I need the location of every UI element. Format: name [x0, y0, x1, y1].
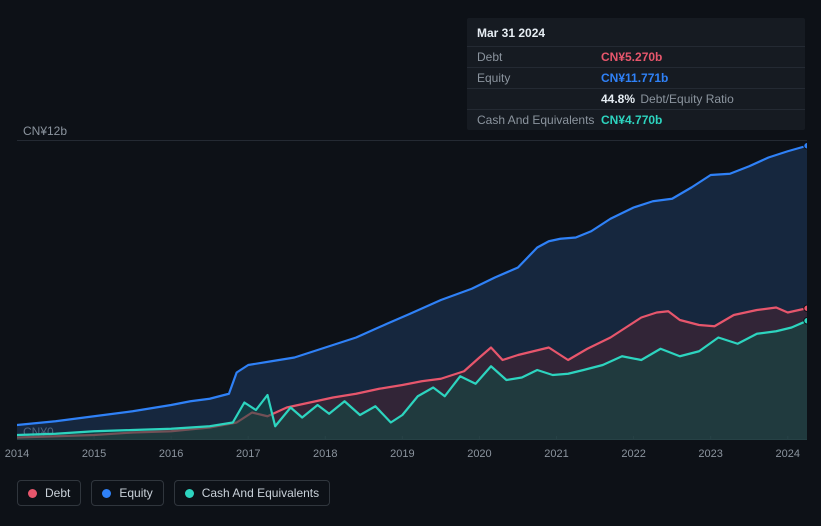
x-tick: 2017 — [236, 448, 260, 460]
tooltip-label: Cash And Equivalents — [477, 113, 601, 127]
tooltip-value: CN¥5.270b — [601, 50, 662, 64]
tooltip-row-ratio: 44.8% Debt/Equity Ratio — [467, 88, 805, 109]
x-tick: 2021 — [544, 448, 568, 460]
tooltip-row-debt: Debt CN¥5.270b — [467, 46, 805, 67]
line-chart[interactable] — [17, 140, 807, 440]
tooltip-date: Mar 31 2024 — [467, 24, 805, 46]
legend-item-cash[interactable]: Cash And Equivalents — [174, 480, 330, 506]
x-tick: 2014 — [5, 448, 29, 460]
x-tick: 2024 — [775, 448, 799, 460]
x-tick: 2018 — [313, 448, 337, 460]
chart-tooltip: Mar 31 2024 Debt CN¥5.270b Equity CN¥11.… — [467, 18, 805, 130]
x-axis: 2014201520162017201820192020202120222023… — [17, 448, 807, 464]
tooltip-value: CN¥11.771b — [601, 71, 668, 85]
x-tick: 2023 — [698, 448, 722, 460]
y-tick-max: CN¥12b — [23, 124, 67, 138]
tooltip-label: Debt — [477, 50, 601, 64]
legend-label: Cash And Equivalents — [202, 486, 319, 500]
x-tick: 2015 — [82, 448, 106, 460]
x-tick: 2019 — [390, 448, 414, 460]
tooltip-value: 44.8% Debt/Equity Ratio — [601, 92, 734, 106]
tooltip-row-cash: Cash And Equivalents CN¥4.770b — [467, 109, 805, 130]
tooltip-row-equity: Equity CN¥11.771b — [467, 67, 805, 88]
circle-icon — [185, 489, 194, 498]
circle-icon — [102, 489, 111, 498]
x-tick: 2016 — [159, 448, 183, 460]
tooltip-label: Equity — [477, 71, 601, 85]
circle-icon — [28, 489, 37, 498]
tooltip-value: CN¥4.770b — [601, 113, 662, 127]
x-tick: 2022 — [621, 448, 645, 460]
legend-label: Debt — [45, 486, 70, 500]
tooltip-label — [477, 92, 601, 106]
legend-item-debt[interactable]: Debt — [17, 480, 81, 506]
legend-item-equity[interactable]: Equity — [91, 480, 163, 506]
x-tick: 2020 — [467, 448, 491, 460]
legend: Debt Equity Cash And Equivalents — [17, 480, 330, 506]
legend-label: Equity — [119, 486, 152, 500]
